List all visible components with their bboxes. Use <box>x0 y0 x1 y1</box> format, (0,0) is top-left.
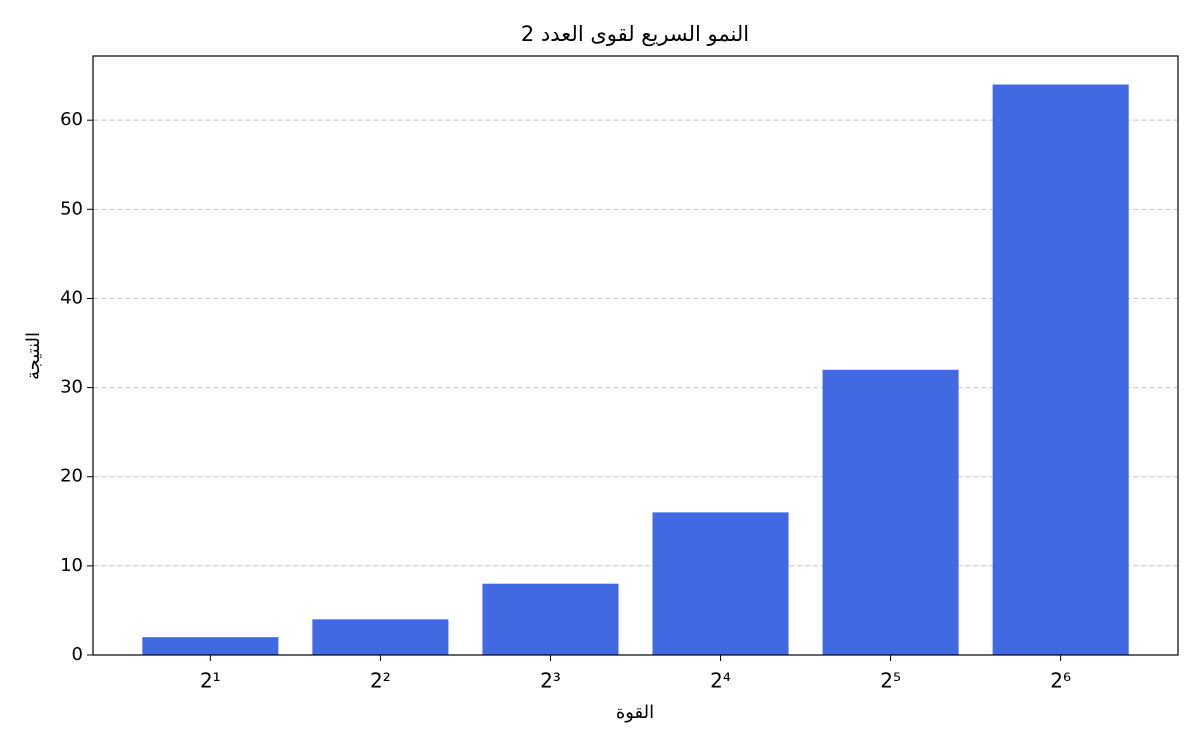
bar <box>142 637 279 655</box>
bar <box>992 84 1129 656</box>
bar <box>482 583 619 655</box>
bar <box>312 619 449 655</box>
y-tick-label: 50 <box>60 198 83 219</box>
x-axis-label: القوة <box>616 702 654 723</box>
plot-frame <box>92 55 1179 656</box>
y-tick-label: 20 <box>60 466 83 487</box>
bar <box>822 369 959 655</box>
x-tick-label: 2³ <box>540 669 561 693</box>
bar <box>652 512 789 655</box>
y-tick-label: 30 <box>60 377 83 398</box>
x-tick-label: 2⁶ <box>1050 669 1071 693</box>
chart-title: النمو السريع لقوى العدد 2 <box>521 22 749 46</box>
x-tick-label: 2⁵ <box>880 669 901 693</box>
y-tick-label: 0 <box>72 644 83 665</box>
y-tick-label: 10 <box>60 555 83 576</box>
y-tick-label: 60 <box>60 109 83 130</box>
x-tick-label: 2¹ <box>200 669 221 693</box>
x-tick-label: 2⁴ <box>710 669 731 693</box>
y-axis-label: النتيجة <box>23 332 44 380</box>
x-tick-label: 2² <box>370 669 391 693</box>
y-tick-label: 40 <box>60 287 83 308</box>
